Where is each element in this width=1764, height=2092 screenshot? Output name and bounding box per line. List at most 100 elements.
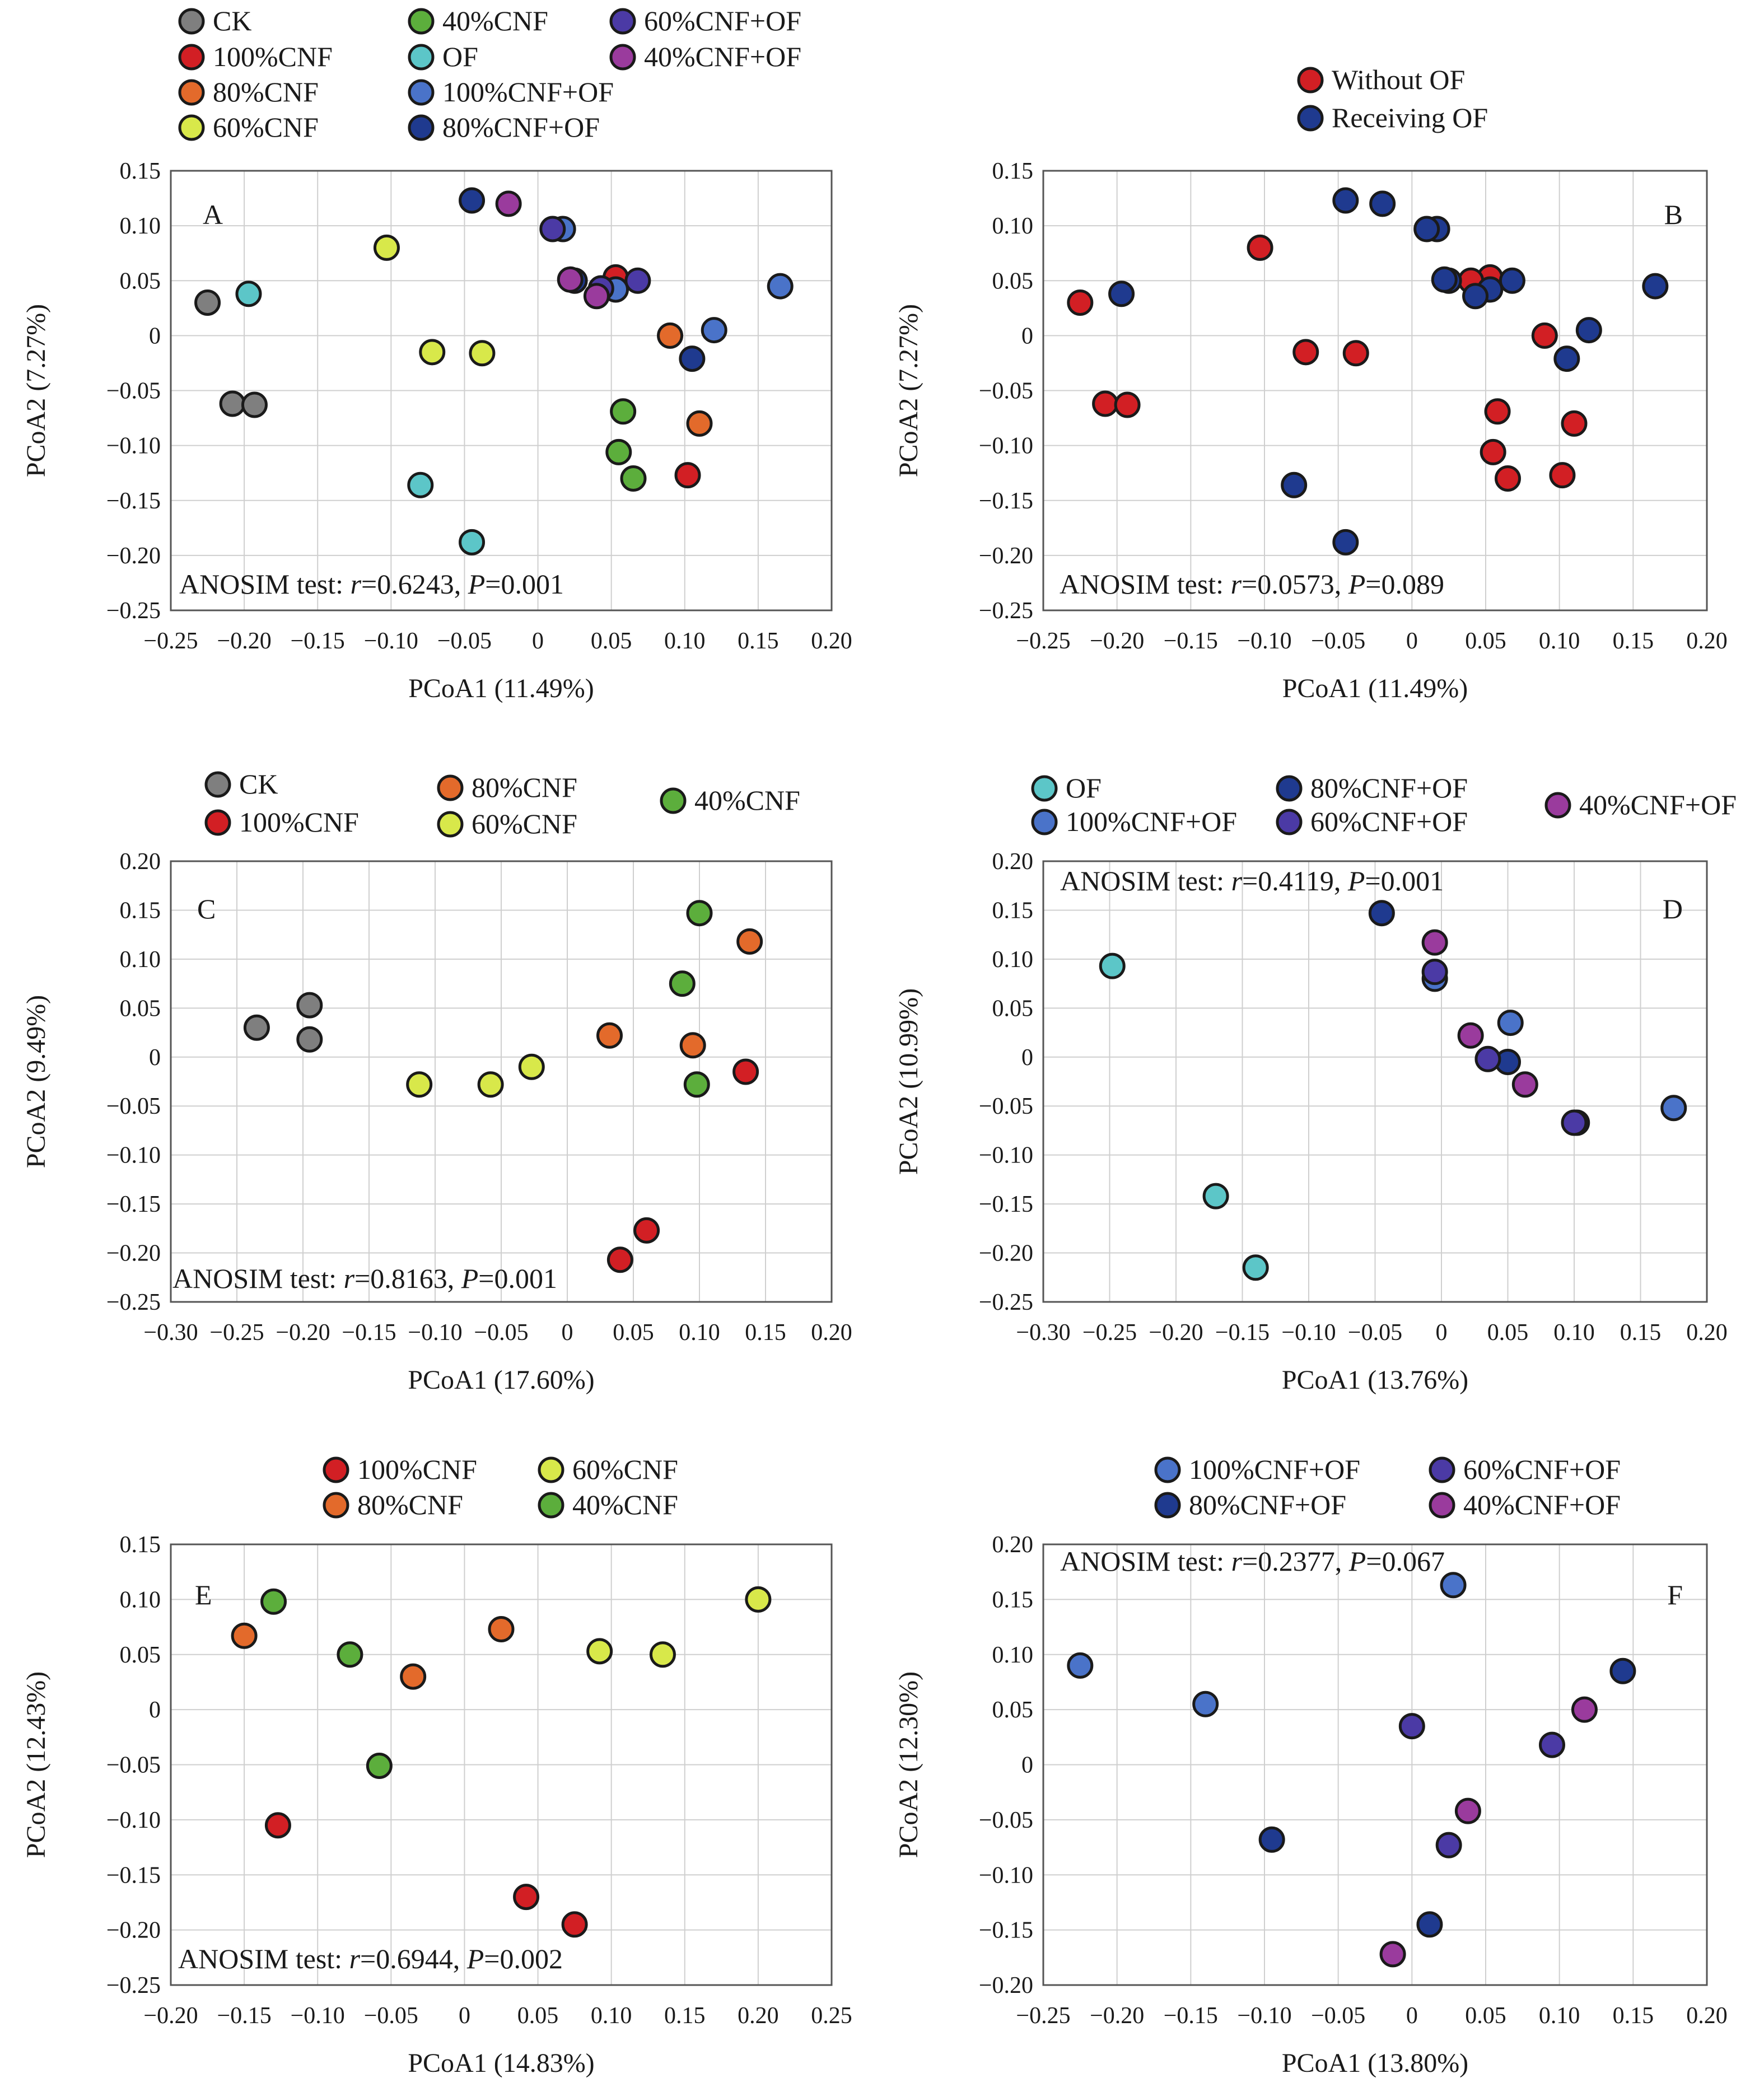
x-tick-label: −0.05 [1348,1320,1402,1346]
panel-letter: D [1663,893,1683,924]
legend-marker [1031,775,1058,802]
data-point [296,1026,323,1053]
x-tick-label: −0.10 [1237,628,1291,654]
data-point [1440,1572,1467,1599]
panel-d: −0.30 −0.25 −0.20 −0.15 −0.10 −0.05 0 0.05 0.10 0… [894,772,1737,1395]
legend-marker [178,44,205,71]
legend-item: Without OF [1297,64,1465,95]
data-point [459,529,486,555]
legend-marker [1276,775,1303,802]
legend-marker [1544,792,1571,819]
x-tick-label: 0.15 [1613,628,1654,654]
x-tick-label: 0.05 [1487,1320,1529,1346]
x-tick-label: 0.10 [591,2003,632,2029]
y-tick-label: 0.05 [992,996,1034,1021]
y-tick-label: 0.15 [120,1532,161,1558]
legend-marker [408,114,435,141]
legend-marker [609,8,636,35]
y-tick-label: −0.15 [106,1192,161,1217]
data-point [1114,391,1141,418]
legend-item: OF [1031,772,1102,804]
legend-item: 60%CNF+OF [1429,1454,1621,1485]
data-point [1281,471,1308,498]
legend-marker [408,44,435,71]
x-tick-label: 0.20 [1686,1320,1728,1346]
x-tick-label: 0 [1406,628,1418,654]
y-tick-label: 0 [1021,1045,1033,1071]
data-point [407,471,434,498]
data-point [596,1022,623,1049]
data-point [1416,1911,1443,1938]
y-tick-label: −0.20 [106,543,161,569]
x-tick-label: −0.10 [364,628,418,654]
anosim-part: P [1348,1545,1366,1577]
y-tick-label: 0 [149,323,161,349]
legend-marker [1297,105,1324,132]
y-tick-label: −0.05 [979,379,1033,404]
series-4 [669,900,713,1098]
legend-item: 40%CNF [660,784,800,816]
legend-label: 100%CNF [213,41,333,72]
y-tick-label: 0.05 [120,268,161,294]
data-point [406,1071,433,1098]
series-0 [264,1812,588,1938]
anosim-part: r [1231,568,1242,600]
data-point [1413,216,1440,242]
y-tick-label: −0.15 [979,1918,1033,1944]
series-3 [1421,959,1588,1136]
y-tick-label: −0.10 [979,1143,1033,1169]
data-point [605,438,632,465]
legend-label: 100%CNF+OF [1066,806,1237,837]
y-tick-label: −0.15 [106,1862,161,1888]
series-0 [194,289,268,418]
y-tick-label: −0.25 [979,1290,1033,1315]
y-tick-label: 0.10 [992,947,1034,973]
anosim-part: ANOSIM test: [179,568,351,600]
x-tick-label: 0.05 [1465,628,1506,654]
plot-frame [170,1543,833,1986]
plot-frame [1042,170,1708,611]
anosim-part: =0.001 [478,1263,557,1294]
x-tick-label: 0.05 [1465,2003,1506,2029]
data-point [1258,1826,1285,1853]
panel-c: −0.30 −0.25 −0.20 −0.15 −0.10 −0.05 0 0.05 0.10 0… [21,768,852,1395]
data-point [1495,465,1521,492]
series-0 [1067,1572,1467,1717]
y-tick-label: −0.05 [106,1094,161,1119]
y-tick-label: 0.05 [992,268,1034,294]
data-point [1192,1691,1219,1717]
y-tick-label: 0.05 [992,1697,1034,1723]
data-point [683,1071,710,1098]
data-point [679,1032,706,1059]
data-point [419,339,446,366]
x-tick-label: −0.20 [276,1320,330,1346]
x-tick-label: −0.05 [1311,2003,1365,2029]
panel-letter: F [1667,1579,1683,1610]
anosim-part: =0.002 [484,1943,563,1974]
data-point [1561,1109,1588,1136]
x-axis-label: PCoA1 (17.60%) [408,1365,594,1395]
data-point [469,340,496,367]
series-1 [1258,1657,1636,1938]
x-tick-label: 0.10 [1553,1320,1595,1346]
legend-marker [178,79,205,106]
series-2 [1398,1713,1565,1858]
data-point [624,267,651,294]
y-tick-label: 0 [149,1697,161,1723]
y-tick-label: 0.15 [120,898,161,923]
x-tick-label: −0.05 [437,628,492,654]
y-tick-label: −0.10 [979,433,1033,459]
anosim-part: ANOSIM test: [1060,568,1231,600]
anosim-part: r [1231,865,1243,896]
anosim-part: =0.001 [485,568,564,600]
legend-label: CK [239,768,278,800]
legend-marker [323,1456,349,1483]
y-tick-label: −0.20 [979,1973,1033,1998]
data-point [1379,1941,1406,1968]
anosim-part: P [1347,865,1365,896]
x-tick-label: 0.10 [1539,628,1580,654]
data-point [674,462,701,489]
data-point [649,1641,676,1668]
legend-item: CK [204,768,278,800]
legend-item: 100%CNF+OF [1031,806,1237,837]
